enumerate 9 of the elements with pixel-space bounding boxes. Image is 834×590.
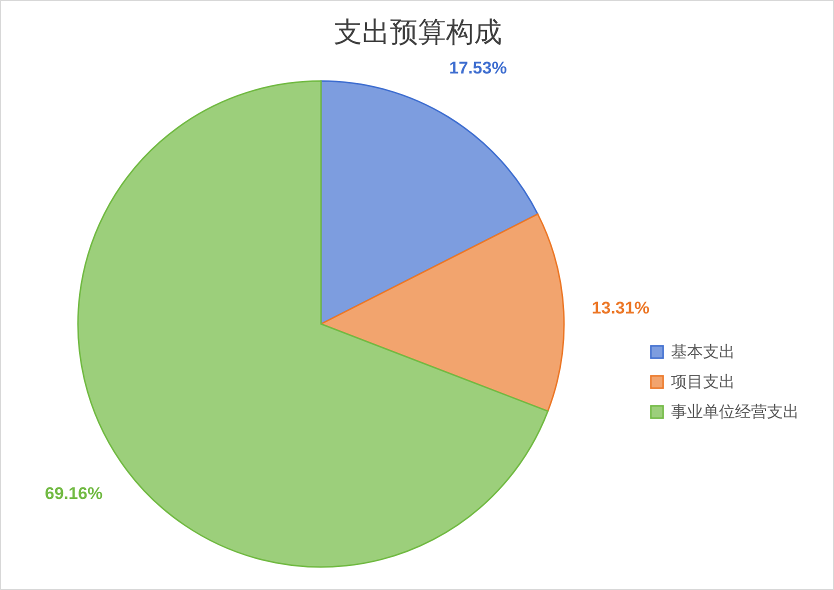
legend-label: 基本支出 xyxy=(671,343,735,361)
pie-slice xyxy=(320,80,538,325)
data-label: 13.31% xyxy=(592,298,650,318)
chart-title: 支出预算构成 xyxy=(334,17,502,48)
legend-label: 事业单位经营支出 xyxy=(671,403,799,421)
data-label: 69.16% xyxy=(44,484,103,503)
legend-label: 项目支出 xyxy=(671,373,735,391)
data-label: 17.53% xyxy=(449,58,507,78)
pie-slice xyxy=(320,213,565,412)
